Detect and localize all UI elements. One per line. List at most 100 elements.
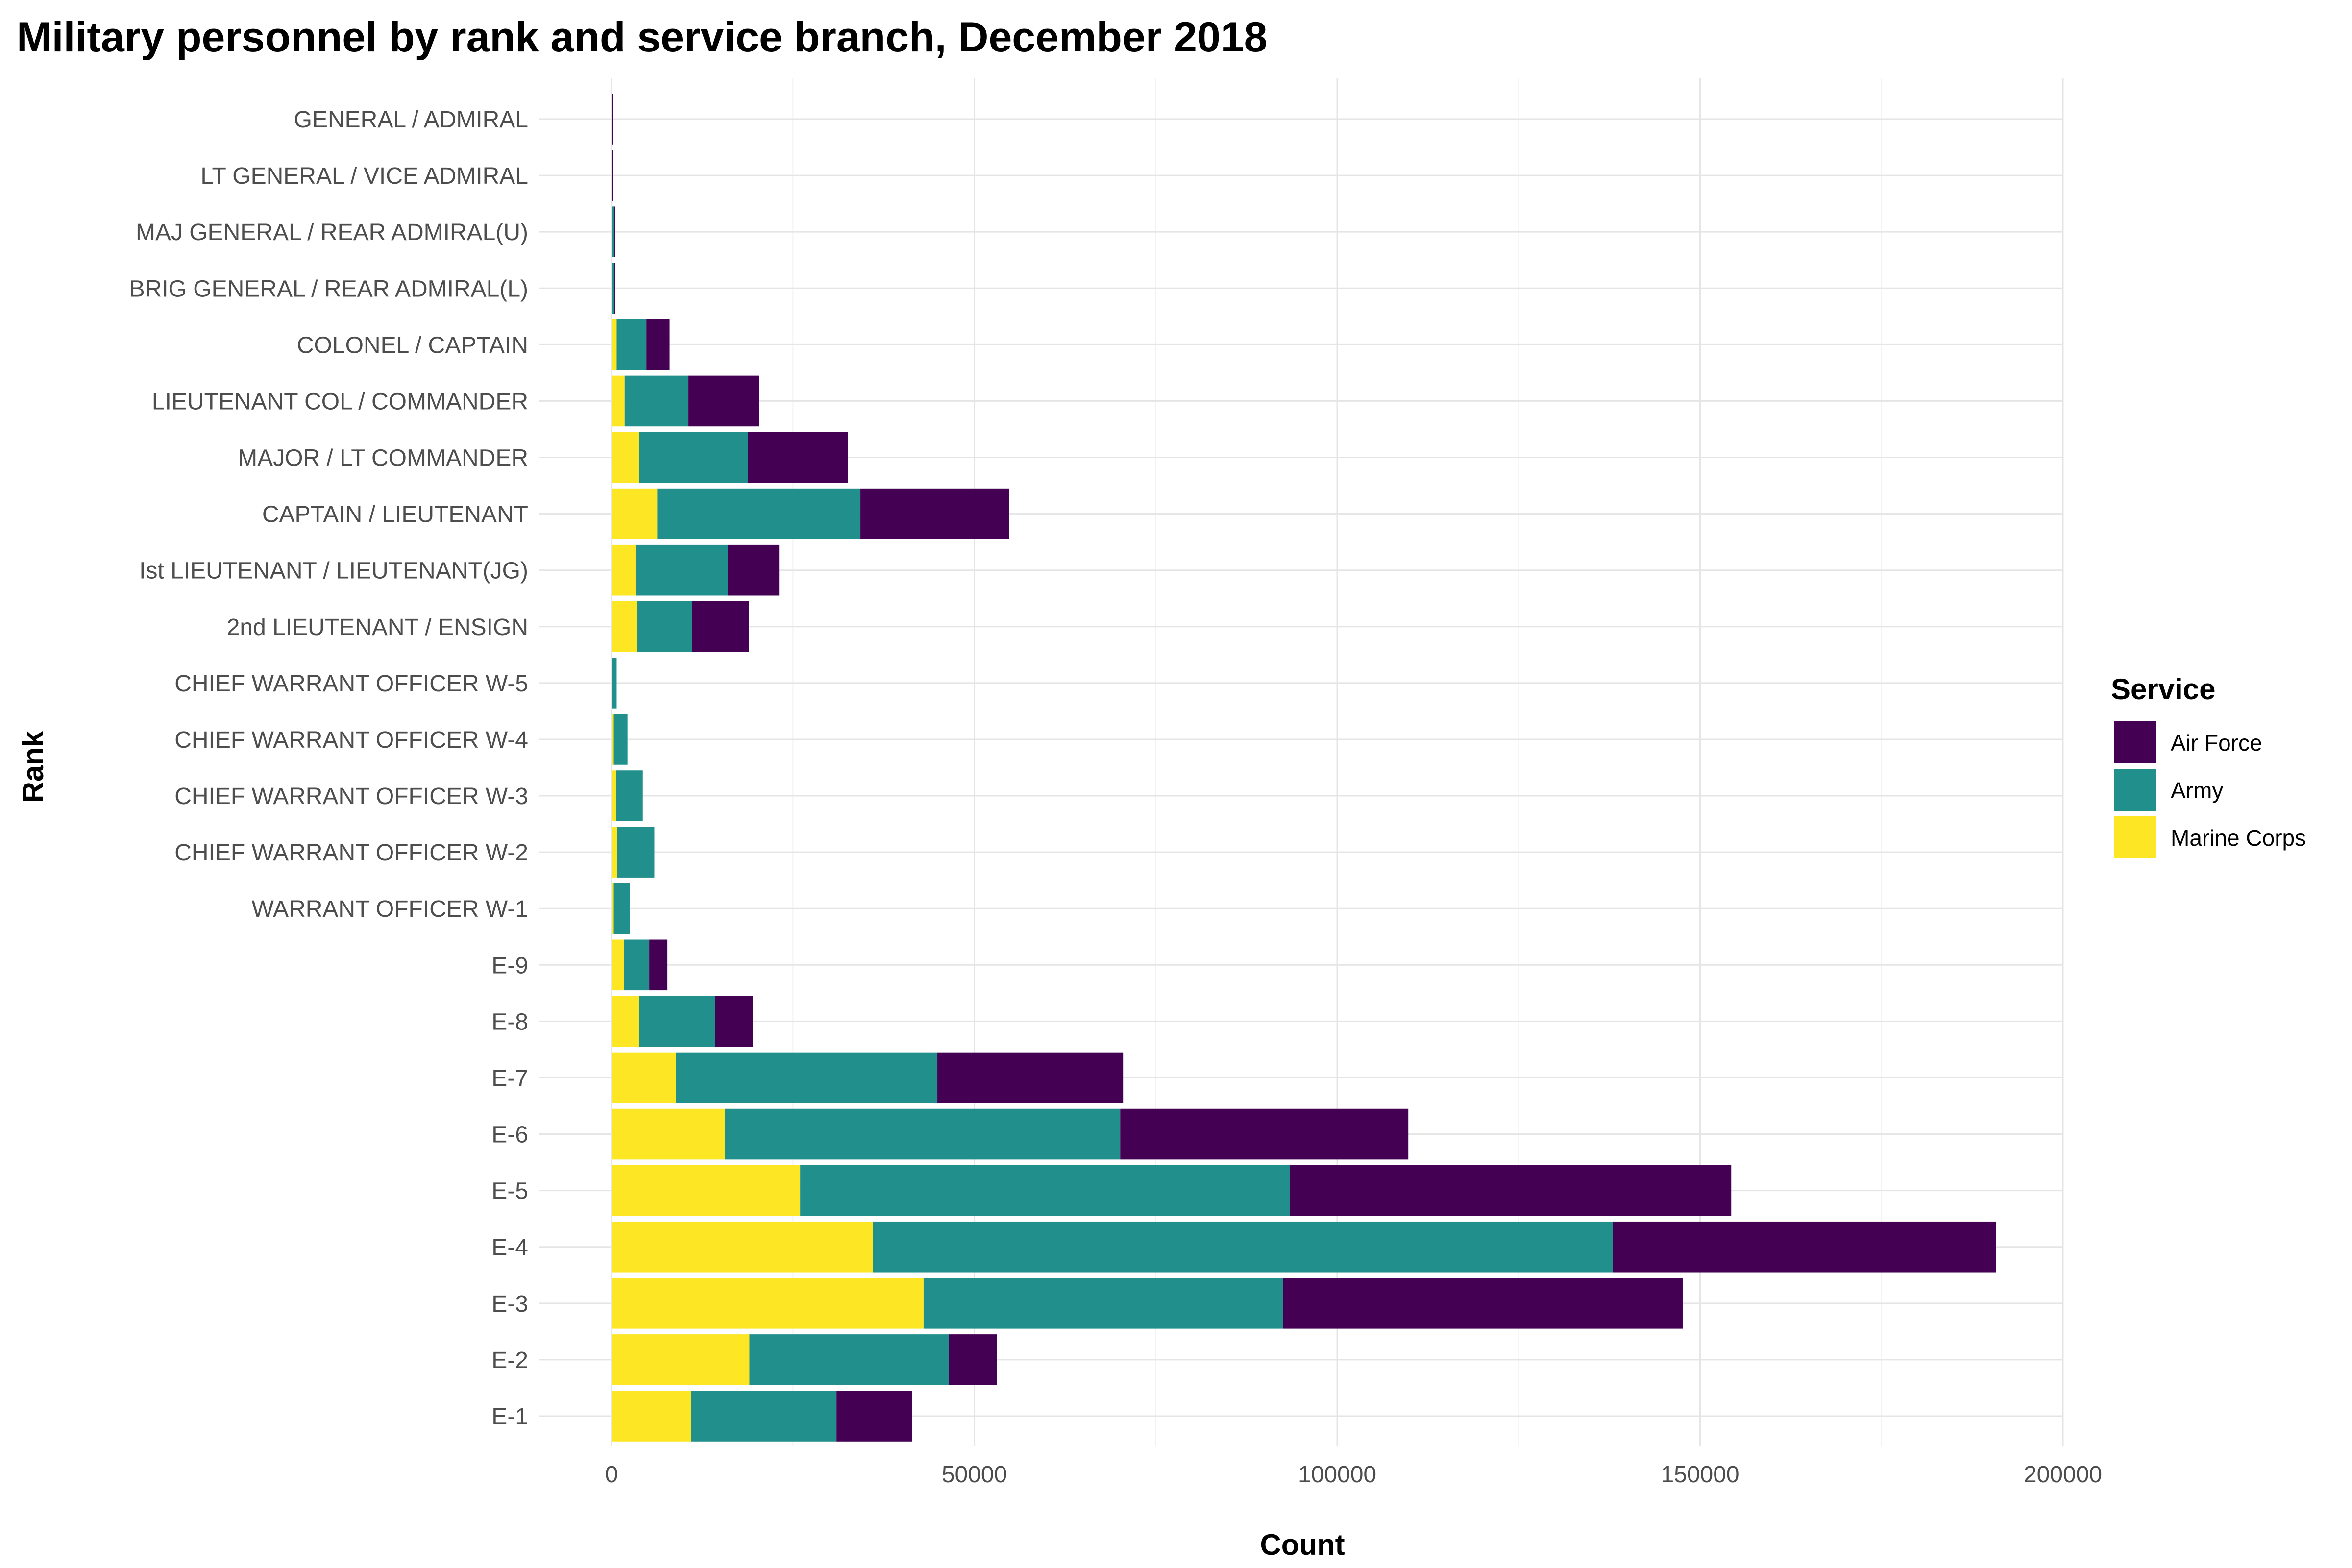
y-tick-label: E-4 [491,1235,528,1261]
bar-marine-corps [612,375,625,427]
y-tick-label: COLONEL / CAPTAIN [297,332,528,358]
bar-army [617,827,655,878]
y-tick-label: LIEUTENANT COL / COMMANDER [152,389,528,415]
bar-air-force [612,150,613,201]
bar-air-force [728,544,780,596]
bar-air-force [649,939,668,991]
bar-air-force [613,263,615,314]
bar-marine-corps [612,1334,750,1385]
y-tick-label: WARRANT OFFICER W-1 [252,896,528,922]
y-axis-title: Rank [17,731,49,803]
y-tick-label: E-3 [491,1291,528,1317]
bar-army [657,488,861,539]
bar-air-force [748,432,848,483]
bar-air-force [692,601,749,652]
bar-air-force [646,319,670,370]
bar-air-force [688,375,759,427]
bar-marine-corps [612,827,617,878]
bar-marine-corps [612,432,639,483]
y-tick-label: E-6 [491,1122,528,1148]
bar-air-force [1290,1165,1732,1216]
bar-air-force [1613,1221,1996,1273]
bar-marine-corps [612,939,624,991]
x-axis-title: Count [1260,1528,1345,1561]
legend-swatch [2114,816,2156,858]
y-tick-label: CHIEF WARRANT OFFICER W-3 [174,784,528,809]
y-tick-label: CHIEF WARRANT OFFICER W-2 [174,840,528,866]
y-tick-label: CAPTAIN / LIEUTENANT [262,502,528,528]
bar-marine-corps [612,996,639,1047]
y-tick-layer: GENERAL / ADMIRAL LT GENERAL / VICE ADMIR… [129,107,528,1430]
bar-marine-corps [612,1221,873,1273]
bar-army [613,714,628,765]
bar-army [616,319,647,370]
y-tick-label: Ist LIEUTENANT / LIEUTENANT(JG) [139,558,528,584]
bar-army [635,544,728,596]
bar-marine-corps [612,319,617,370]
y-tick-label: MAJ GENERAL / REAR ADMIRAL(U) [136,220,528,245]
bar-army [923,1278,1283,1329]
bar-marine-corps [612,488,658,539]
y-tick-label: E-1 [491,1404,528,1430]
legend-label: Army [2171,778,2223,803]
bar-marine-corps [612,714,614,765]
bar-marine-corps [612,883,614,934]
legend-swatch [2114,721,2156,763]
x-tick-label: 100000 [1298,1462,1376,1488]
y-tick-label: E-5 [491,1178,528,1204]
x-tick-label: 0 [605,1462,618,1488]
bar-marine-corps [612,601,637,652]
bar-army [639,996,715,1047]
x-tick-label: 150000 [1661,1462,1739,1488]
bar-army [691,1391,837,1442]
bar-army [676,1052,938,1103]
y-tick-label: E-2 [491,1348,528,1373]
bar-air-force [949,1334,997,1385]
y-tick-label: CHIEF WARRANT OFFICER W-4 [174,727,528,753]
y-tick-label: BRIG GENERAL / REAR ADMIRAL(L) [129,276,528,302]
legend-items: Air Force Army Marine Corps [2114,721,2306,858]
y-tick-label: E-7 [491,1065,528,1091]
y-tick-label: GENERAL / ADMIRAL [294,107,528,133]
bar-air-force [860,488,1009,539]
bar-army [624,939,650,991]
bar-air-force [1282,1278,1683,1329]
x-tick-label: 50000 [942,1462,1007,1488]
y-tick-label: CHIEF WARRANT OFFICER W-5 [174,671,528,697]
bar-army [873,1221,1613,1273]
bar-army [612,658,617,709]
x-tick-layer: 0 50000 100000 150000 200000 [605,1462,2102,1488]
bar-army [624,375,689,427]
bar-air-force [612,94,613,145]
bar-army [612,263,614,314]
legend-title: Service [2111,673,2216,706]
bars-layer [612,94,1996,1442]
bar-marine-corps [612,1052,676,1103]
y-tick-label: 2nd LIEUTENANT / ENSIGN [227,614,528,640]
bar-air-force [715,996,753,1047]
bar-army [613,883,630,934]
chart-title: Military personnel by rank and service b… [17,14,1267,61]
bar-marine-corps [612,1108,725,1160]
y-tick-label: E-8 [491,1009,528,1035]
bar-army [749,1334,949,1385]
bar-marine-corps [612,1278,924,1329]
legend-label: Air Force [2171,730,2262,756]
bar-army [612,206,614,257]
bar-marine-corps [612,544,636,596]
bar-air-force [1120,1108,1409,1160]
legend: Service Air Force Army Marine Corps [2111,673,2306,858]
bar-air-force [937,1052,1124,1103]
y-tick-label: E-9 [491,953,528,979]
bar-air-force [613,206,615,257]
y-tick-label: LT GENERAL / VICE ADMIRAL [200,163,528,189]
legend-swatch [2114,769,2156,811]
bar-army [637,601,692,652]
x-tick-label: 200000 [2024,1462,2102,1488]
bar-marine-corps [612,1165,801,1216]
bar-army [639,432,748,483]
y-tick-label: MAJOR / LT COMMANDER [238,445,528,471]
bar-army [800,1165,1290,1216]
